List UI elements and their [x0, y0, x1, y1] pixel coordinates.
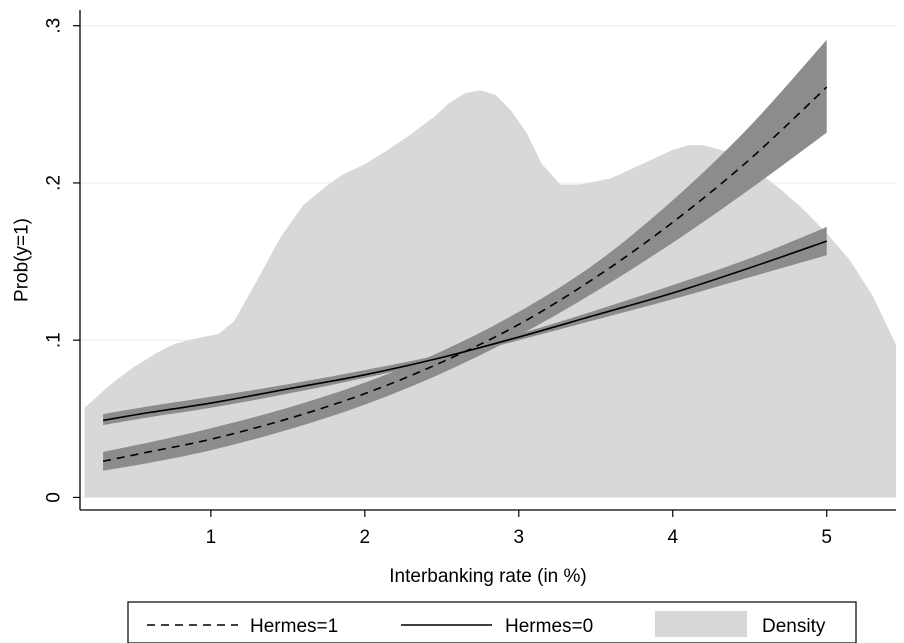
- legend: Hermes=1 Hermes=0 Density: [127, 601, 857, 643]
- y-axis-title: Prob(y=1): [12, 218, 33, 302]
- series-lines-layer: [102, 86, 828, 463]
- x-axis-title: Interbanking rate (in %): [389, 566, 587, 587]
- legend-swatch-density: [655, 611, 747, 637]
- x-tick-label-0: 1: [206, 527, 217, 548]
- legend-label-density: Density: [762, 616, 826, 637]
- y-tick-label-3: .3: [44, 18, 65, 34]
- ticks: 1 2 3 4 5 0 .1 .2 .3: [44, 18, 833, 548]
- x-tick-label-2: 3: [514, 527, 525, 548]
- legend-label-hermes-0: Hermes=0: [505, 616, 593, 637]
- x-tick-label-1: 2: [360, 527, 371, 548]
- line-hermes-1: [102, 86, 828, 463]
- line-hermes-0: [102, 240, 827, 422]
- y-tick-label-0: 0: [44, 492, 65, 503]
- legend-label-hermes-1: Hermes=1: [250, 616, 338, 637]
- y-tick-label-2: .2: [44, 175, 65, 191]
- axes: [79, 10, 896, 511]
- x-tick-label-3: 4: [667, 527, 678, 548]
- y-tick-label-1: .1: [44, 332, 65, 348]
- confidence-bands-layer: [103, 39, 827, 471]
- ci-band-hermes-0: [103, 226, 827, 426]
- x-tick-label-4: 5: [821, 527, 832, 548]
